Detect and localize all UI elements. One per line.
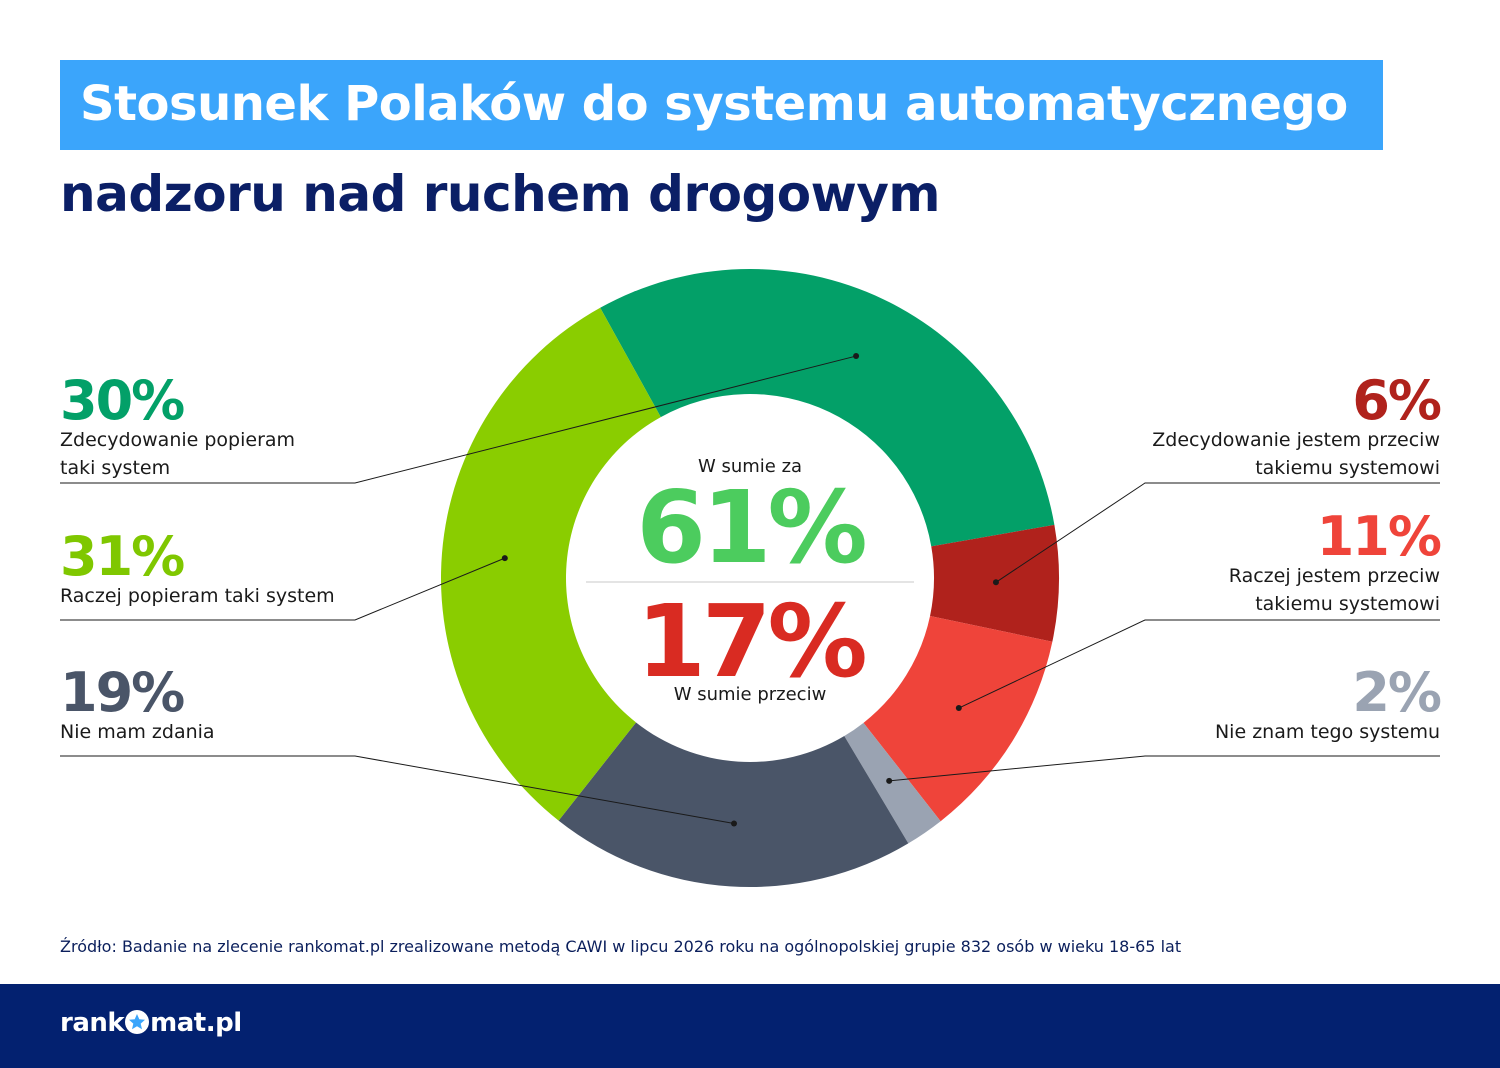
- slice-label-s11-line1: Raczej jestem przeciw: [1228, 565, 1440, 587]
- percent-label-s6: 6%: [1352, 369, 1442, 432]
- source-note: Źródło: Badanie na zlecenie rankomat.pl …: [60, 937, 1182, 956]
- chart-title-line1: Stosunek Polaków do systemu automatyczne…: [80, 76, 1348, 132]
- percent-label-s11: 11%: [1316, 505, 1442, 568]
- leader-dot-s19: [731, 820, 738, 827]
- slice-s19: [558, 722, 909, 887]
- slice-s11: [863, 615, 1053, 822]
- slice-label-s11-line2: takiemu systemowi: [1255, 593, 1440, 615]
- slice-label-s30-line1: Zdecydowanie popieram: [60, 429, 296, 451]
- logo-text-left: rank: [60, 1008, 125, 1038]
- center-bottom-label: W sumie przeciw: [673, 684, 827, 705]
- slice-s30: [600, 269, 1055, 547]
- slice-label-s6-line1: Zdecydowanie jestem przeciw: [1152, 429, 1440, 451]
- footer-bar: [0, 984, 1500, 1068]
- slice-label-s19: Nie mam zdania: [60, 718, 380, 746]
- leader-dot-s30: [853, 353, 860, 360]
- center-bottom-value: 17%: [636, 583, 867, 700]
- percent-label-s19: 19%: [60, 661, 185, 724]
- slice-label-s30-line2: taki system: [60, 457, 171, 479]
- leader-line-s19: [60, 755, 735, 824]
- slice-label-s6-line2: takiemu systemowi: [1255, 457, 1440, 479]
- leader-dot-s11: [955, 705, 962, 712]
- slice-label-s2-line1: Nie znam tego systemu: [1214, 721, 1440, 743]
- slice-label-s19-line1: Nie mam zdania: [60, 721, 215, 743]
- slice-label-s6: Zdecydowanie jestem przeciw takiemu syst…: [1060, 426, 1440, 482]
- rankomat-logo[interactable]: rank mat.pl: [60, 1008, 242, 1044]
- logo-text-right: mat.pl: [150, 1008, 242, 1038]
- leader-line-s6: [995, 482, 1440, 583]
- percent-label-s2: 2%: [1352, 661, 1442, 724]
- slice-label-s11: Raczej jestem przeciw takiemu systemowi: [1060, 562, 1440, 618]
- leader-dot-s6: [992, 579, 999, 586]
- slice-s2: [844, 722, 941, 844]
- center-top-label: W sumie za: [697, 456, 803, 477]
- slice-label-s30: Zdecydowanie popieram taki system: [60, 426, 380, 482]
- leader-dot-s2: [886, 777, 893, 784]
- slice-label-s31-line1: Raczej popieram taki system: [60, 585, 335, 607]
- slice-s31: [441, 307, 661, 821]
- leader-dot-s31: [501, 555, 508, 562]
- chart-title-line2: nadzoru nad ruchem drogowym: [60, 165, 941, 223]
- leader-line-s31: [60, 557, 505, 621]
- slice-label-s2: Nie znam tego systemu: [1060, 718, 1440, 746]
- leader-line-s11: [958, 619, 1440, 709]
- leader-line-s2: [889, 755, 1440, 782]
- percent-label-s31: 31%: [60, 525, 185, 588]
- center-top-value: 61%: [636, 469, 867, 586]
- title-banner: [60, 60, 1383, 150]
- slice-label-s31: Raczej popieram taki system: [60, 582, 420, 610]
- percent-label-s30: 30%: [60, 369, 185, 432]
- star-icon: [125, 1010, 150, 1034]
- leader-line-s30: [60, 355, 857, 484]
